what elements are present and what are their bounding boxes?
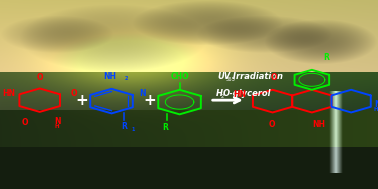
Text: O: O bbox=[37, 73, 43, 82]
Text: O: O bbox=[70, 89, 77, 98]
Text: H: H bbox=[215, 89, 223, 98]
Text: UV: UV bbox=[217, 72, 231, 81]
Text: +: + bbox=[75, 93, 88, 108]
Text: R: R bbox=[377, 83, 378, 92]
Text: CHO: CHO bbox=[170, 72, 189, 81]
Text: R: R bbox=[121, 122, 127, 131]
Text: R: R bbox=[323, 53, 329, 62]
Text: NH: NH bbox=[312, 120, 325, 129]
Text: NH: NH bbox=[103, 72, 116, 81]
Text: N: N bbox=[54, 117, 60, 126]
Text: 2: 2 bbox=[220, 94, 224, 99]
Text: H: H bbox=[374, 107, 378, 112]
Text: Irradiation: Irradiation bbox=[230, 72, 283, 81]
Text: O-glycerol: O-glycerol bbox=[223, 89, 271, 98]
Text: H: H bbox=[55, 124, 60, 129]
Text: N: N bbox=[139, 89, 146, 98]
Text: O: O bbox=[268, 120, 275, 129]
Text: N: N bbox=[374, 100, 378, 109]
Text: 1: 1 bbox=[132, 127, 135, 132]
Text: O: O bbox=[21, 118, 28, 127]
Text: +: + bbox=[143, 93, 156, 108]
Text: HN: HN bbox=[2, 89, 15, 98]
Text: HN: HN bbox=[234, 90, 246, 99]
Text: O: O bbox=[270, 73, 277, 82]
Text: 365: 365 bbox=[226, 77, 236, 82]
Text: 2: 2 bbox=[124, 76, 128, 81]
Text: R: R bbox=[162, 123, 168, 132]
